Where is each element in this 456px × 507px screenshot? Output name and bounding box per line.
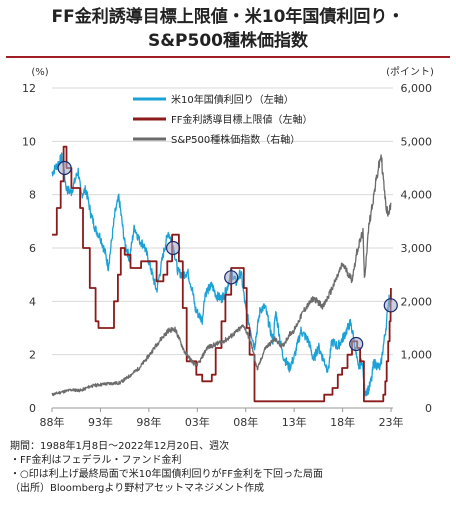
x-tick-label: 23年 xyxy=(379,415,404,429)
x-tick-label: 03年 xyxy=(185,415,210,429)
x-tick-label: 88年 xyxy=(40,415,65,429)
y-left-tick-label: 2 xyxy=(29,349,36,362)
y-left-tick-label: 6 xyxy=(29,242,36,255)
y-left-tick-label: 10 xyxy=(22,135,36,148)
x-tick-label: 98年 xyxy=(136,415,161,429)
y-right-tick-label: 6,000 xyxy=(401,82,433,95)
footer-note-ff: ・FF金利はフェデラル・ファンド金利 xyxy=(10,455,182,466)
x-tick-label: 93年 xyxy=(88,415,113,429)
series-line-ff-rate xyxy=(52,145,392,403)
circle-marker xyxy=(383,298,398,313)
legend: 米10年国債利回り（左軸） FF金利誘導目標上限値（左軸） S&P500種株価指数（… xyxy=(133,93,313,146)
y-right-tick-label: 4,000 xyxy=(401,189,433,202)
legend-label: S&P500種株価指数（右軸） xyxy=(171,133,300,146)
dual-axis-line-chart: 0 2 4 6 8 10 12 (%) 0 1,000 2,000 3,000 4,000 5,000 6… xyxy=(22,66,434,429)
circle-markers xyxy=(57,160,398,352)
footer-source: （出所）Bloombergより野村アセットマネジメント作成 xyxy=(10,483,264,494)
circle-marker xyxy=(349,336,364,352)
circle-marker xyxy=(224,270,239,285)
page-title-line2: S&P500種株価指数 xyxy=(147,31,308,51)
y-axis-left: 0 2 4 6 8 10 12 (%) xyxy=(22,67,49,415)
y-left-unit-label: (%) xyxy=(31,67,48,78)
footer-period: 期間：1988年1月8日～2022年12月20日、週次 xyxy=(10,441,230,452)
legend-label: 米10年国債利回り（左軸） xyxy=(171,93,294,106)
circle-marker xyxy=(57,160,72,176)
footer-note-circles: ・○印は利上げ最終局面で米10年国債利回りがFF金利を下回った局面 xyxy=(10,469,323,480)
y-right-tick-label: 3,000 xyxy=(401,242,433,255)
y-left-tick-label: 0 xyxy=(29,402,36,415)
y-left-tick-label: 8 xyxy=(29,189,36,202)
grid-lines xyxy=(52,87,393,409)
x-axis: 88年 93年 98年 03年 08年 13年 18年 23年 xyxy=(40,408,404,429)
y-right-unit-label: (ポイント) xyxy=(386,66,434,78)
y-left-tick-label: 12 xyxy=(22,82,36,95)
series-line-us10y xyxy=(51,152,392,397)
x-tick-label: 13年 xyxy=(282,415,307,429)
y-left-tick-label: 4 xyxy=(29,295,36,308)
series-line-sp500 xyxy=(51,154,392,397)
x-tick-label: 18年 xyxy=(330,415,355,429)
circle-marker xyxy=(165,240,181,256)
x-tick-label: 08年 xyxy=(233,415,258,429)
y-right-tick-label: 0 xyxy=(425,402,432,415)
title-divider xyxy=(6,56,450,58)
series-lines xyxy=(51,145,392,403)
page-title-line1: FF金利誘導目標上限値・米10年国債利回り・ xyxy=(51,7,405,27)
y-right-tick-label: 2,000 xyxy=(401,295,433,308)
legend-label: FF金利誘導目標上限値（左軸） xyxy=(171,113,313,126)
y-right-tick-label: 5,000 xyxy=(401,135,433,148)
y-right-tick-label: 1,000 xyxy=(401,349,433,362)
y-axis-right: 0 1,000 2,000 3,000 4,000 5,000 6,000 (ポイント) xyxy=(386,66,434,415)
